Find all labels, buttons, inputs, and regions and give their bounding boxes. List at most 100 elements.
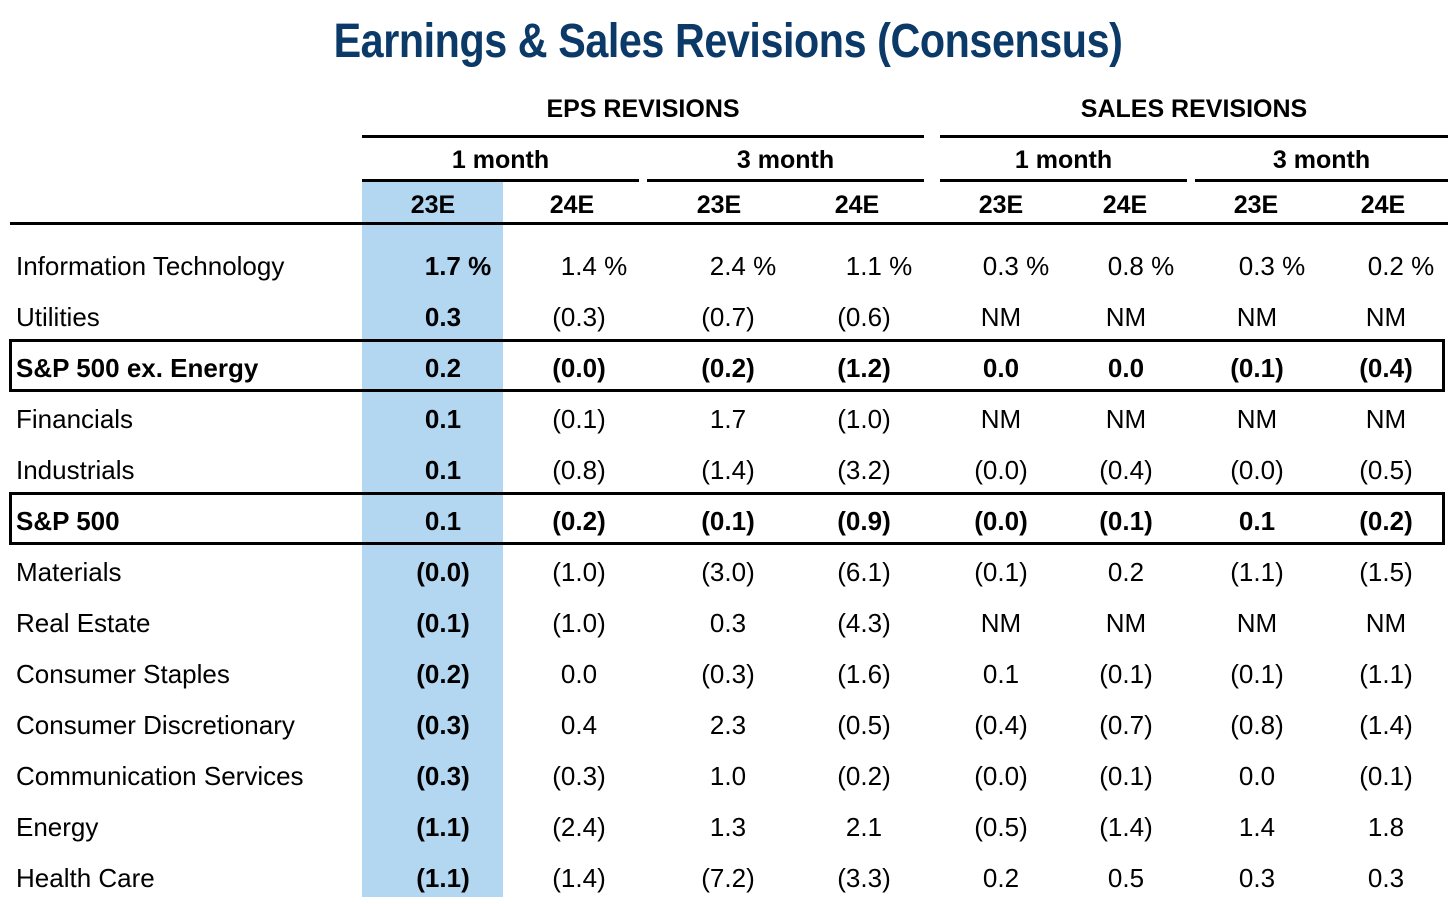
table-cell: 0.1 — [982, 659, 1020, 689]
table-cell: 0.0 — [560, 659, 598, 689]
table-cell: (1.4) — [1359, 710, 1413, 740]
table-cell: (1.1) — [416, 863, 470, 893]
table-cell: (0.2) — [837, 761, 891, 791]
column-header-sales-3m-23e: 23E — [1233, 191, 1279, 219]
table-cell: (0.5) — [1359, 455, 1413, 485]
table-cell: (0.0) — [974, 506, 1028, 536]
table-cell: (0.4) — [974, 710, 1028, 740]
table-cell: 0.3 % — [1238, 251, 1306, 281]
table-cell: 0.2 — [1107, 557, 1145, 587]
period-rule-sales-3 — [1195, 179, 1448, 182]
table-cell: (0.8) — [552, 455, 606, 485]
table-cell: (0.2) — [552, 506, 606, 536]
eps-group-rule — [362, 135, 924, 138]
row-label: Real Estate — [16, 608, 151, 638]
table-cell: (0.7) — [701, 302, 755, 332]
table-cell: (1.1) — [1359, 659, 1413, 689]
table-cell: (0.0) — [1230, 455, 1284, 485]
table-cell: (0.4) — [1359, 353, 1413, 383]
header-bottom-rule — [10, 222, 1448, 225]
table-cell: (2.4) — [552, 812, 606, 842]
sales-group-rule — [940, 135, 1448, 138]
period-rule-eps-1 — [362, 179, 639, 182]
table-cell: (0.9) — [837, 506, 891, 536]
table-cell: 0.3 % — [982, 251, 1050, 281]
table-cell: (1.0) — [552, 608, 606, 638]
table-cell: NM — [980, 302, 1022, 332]
table-cell: (0.1) — [1230, 659, 1284, 689]
table-cell: (3.2) — [837, 455, 891, 485]
table-cell: 1.3 — [709, 812, 747, 842]
table-cell: 1.0 — [709, 761, 747, 791]
table-cell: 0.2 — [982, 863, 1020, 893]
table-cell: 0.3 — [424, 302, 462, 332]
table-cell: (3.0) — [701, 557, 755, 587]
table-cell: NM — [1236, 404, 1278, 434]
table-cell: 1.4 — [1238, 812, 1276, 842]
table-cell: NM — [1365, 608, 1407, 638]
table-cell: (0.1) — [701, 506, 755, 536]
table-cell: (4.3) — [837, 608, 891, 638]
table-cell: (0.6) — [837, 302, 891, 332]
table-cell: (1.1) — [1230, 557, 1284, 587]
row-label: Health Care — [16, 863, 155, 893]
table-cell: 0.1 — [1238, 506, 1276, 536]
table-cell: (0.0) — [974, 455, 1028, 485]
table-cell: (0.2) — [1359, 506, 1413, 536]
table-cell: (1.1) — [416, 812, 470, 842]
table-cell: 0.3 — [709, 608, 747, 638]
row-label: Consumer Staples — [16, 659, 230, 689]
column-header-eps-1m-24e: 24E — [549, 191, 595, 219]
table-cell: (0.3) — [552, 761, 606, 791]
table-cell: 0.0 — [982, 353, 1020, 383]
table-row: Utilities 0.3 (0.3) (0.7) (0.6) NM NM NM NM — [0, 292, 1456, 343]
table-cell: (0.1) — [416, 608, 470, 638]
row-label: Consumer Discretionary — [16, 710, 295, 740]
highlight-row-box — [9, 339, 1445, 392]
table-cell: (0.1) — [552, 404, 606, 434]
column-header-eps-3m-23e: 23E — [696, 191, 742, 219]
table-row: Real Estate (0.1) (1.0) 0.3 (4.3) NM NM NM NM — [0, 598, 1456, 649]
table-cell: (0.0) — [416, 557, 470, 587]
table-cell: (0.4) — [1099, 455, 1153, 485]
table-cell: 0.1 — [424, 455, 462, 485]
table-cell: (6.1) — [837, 557, 891, 587]
table-cell: NM — [1105, 404, 1147, 434]
table-cell: (3.3) — [837, 863, 891, 893]
table-cell: (1.0) — [837, 404, 891, 434]
table-cell: (1.4) — [552, 863, 606, 893]
eps-revisions-header: EPS REVISIONS — [546, 95, 740, 123]
table-cell: NM — [1105, 608, 1147, 638]
column-header-eps-1m-23e: 23E — [410, 191, 456, 219]
table-cell: 0.1 — [424, 404, 462, 434]
table-row: Industrials 0.1 (0.8) (1.4) (3.2) (0.0) (0.4) (… — [0, 445, 1456, 496]
table-cell: (0.0) — [974, 761, 1028, 791]
table-cell: (0.8) — [1230, 710, 1284, 740]
table-row: Materials (0.0) (1.0) (3.0) (6.1) (0.1) 0.2 (1.… — [0, 547, 1456, 598]
table-cell: (0.2) — [416, 659, 470, 689]
table-cell: (0.3) — [552, 302, 606, 332]
table-cell: 0.2 — [424, 353, 462, 383]
table-cell: 1.4 % — [560, 251, 628, 281]
table-cell: NM — [1365, 404, 1407, 434]
page-title: Earnings & Sales Revisions (Consensus) — [333, 15, 1123, 68]
table-cell: (1.4) — [1099, 812, 1153, 842]
table-row: Financials 0.1 (0.1) 1.7 (1.0) NM NM NM NM — [0, 394, 1456, 445]
table-cell: 0.1 — [424, 506, 462, 536]
table-cell: 0.0 — [1107, 353, 1145, 383]
table-row: S&P 500 ex. Energy 0.2 (0.0) (0.2) (1.2) 0.0 0… — [0, 343, 1456, 394]
table-cell: (1.5) — [1359, 557, 1413, 587]
table-cell: 2.1 — [845, 812, 883, 842]
period-sales-3-month: 3 month — [1272, 146, 1371, 174]
table-cell: (0.1) — [1230, 353, 1284, 383]
highlighted-column-23e — [362, 181, 503, 897]
table-cell: 0.2 % — [1367, 251, 1435, 281]
period-eps-1-month: 1 month — [451, 146, 550, 174]
table-cell: NM — [1365, 302, 1407, 332]
table-cell: 0.3 — [1238, 863, 1276, 893]
table-cell: 0.0 — [1238, 761, 1276, 791]
table-cell: (0.1) — [1099, 506, 1153, 536]
table-cell: (0.1) — [1099, 659, 1153, 689]
table-cell: 1.1 % — [845, 251, 913, 281]
period-rule-sales-1 — [940, 179, 1187, 182]
